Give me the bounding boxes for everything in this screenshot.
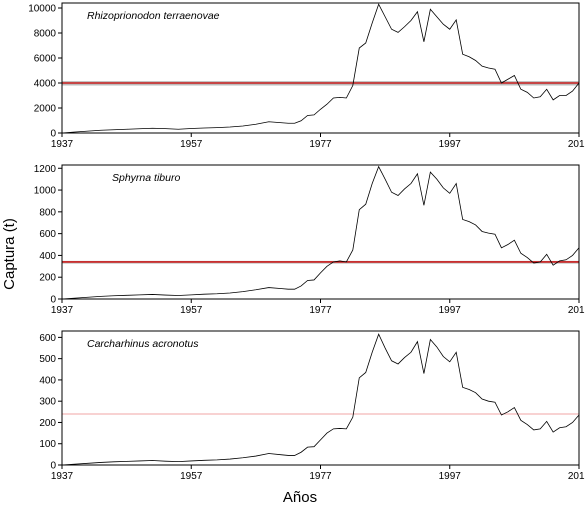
panel-species-title: Rhizoprionodon terraenovae xyxy=(87,10,220,22)
x-tick-label: 1997 xyxy=(439,305,462,316)
catch-series-line xyxy=(61,165,580,300)
x-tick-label: 1957 xyxy=(180,305,203,316)
plot-frame xyxy=(61,2,580,134)
y-tick-label: 200 xyxy=(39,273,56,284)
y-tick-label: 600 xyxy=(39,333,56,344)
catch-series-line xyxy=(61,3,580,134)
y-tick-label: 400 xyxy=(39,251,56,262)
x-tick-label: 1977 xyxy=(309,139,332,150)
y-tick-label: 6000 xyxy=(34,54,57,65)
chart-panel-1: 0 2000 4000 6000 8000 10000 1937 1957 1977 1997 20… xyxy=(28,2,585,150)
plot-frame xyxy=(61,164,580,300)
x-tick-label: 1977 xyxy=(309,305,332,316)
x-axis-title: Años xyxy=(283,489,317,506)
y-tick-label: 0 xyxy=(50,461,56,472)
y-tick-label: 200 xyxy=(39,418,56,429)
catch-series-line xyxy=(61,333,580,466)
y-tick-label: 400 xyxy=(39,375,56,386)
chart-panel-3: 0 100 200 300 400 500 600 1937 1957 1977 1997 2017 C… xyxy=(39,330,585,482)
y-tick-label: 800 xyxy=(39,207,56,218)
y-tick-label: 1000 xyxy=(34,186,57,197)
panel-species-title: Carcharhinus acronotus xyxy=(87,338,199,350)
y-tick-label: 1200 xyxy=(34,164,57,175)
x-tick-label: 2017 xyxy=(568,471,585,482)
x-tick-label: 1937 xyxy=(51,305,74,316)
plot-frame xyxy=(61,330,580,466)
y-tick-label: 500 xyxy=(39,354,56,365)
y-tick-label: 4000 xyxy=(34,79,57,90)
y-tick-label: 8000 xyxy=(34,29,57,40)
panel-species-title: Sphyrna tiburo xyxy=(112,172,180,184)
x-tick-label: 1957 xyxy=(180,139,203,150)
x-tick-label: 1937 xyxy=(51,139,74,150)
x-tick-label: 1937 xyxy=(51,471,74,482)
x-tick-label: 1977 xyxy=(309,471,332,482)
y-tick-label: 600 xyxy=(39,229,56,240)
y-tick-label: 0 xyxy=(50,295,56,306)
y-tick-label: 300 xyxy=(39,397,56,408)
x-tick-label: 2017 xyxy=(568,139,585,150)
x-tick-label: 1957 xyxy=(180,471,203,482)
y-tick-label: 10000 xyxy=(28,4,56,15)
y-tick-label: 0 xyxy=(50,129,56,140)
x-tick-label: 1997 xyxy=(439,139,462,150)
y-tick-label: 2000 xyxy=(34,104,57,115)
chart-panel-2: 0 200 400 600 800 1000 1200 1937 1957 1977 1997 201… xyxy=(34,164,585,316)
y-axis-title: Captura (t) xyxy=(1,218,18,290)
x-tick-label: 2017 xyxy=(568,305,585,316)
x-tick-label: 1997 xyxy=(439,471,462,482)
y-tick-label: 100 xyxy=(39,439,56,450)
